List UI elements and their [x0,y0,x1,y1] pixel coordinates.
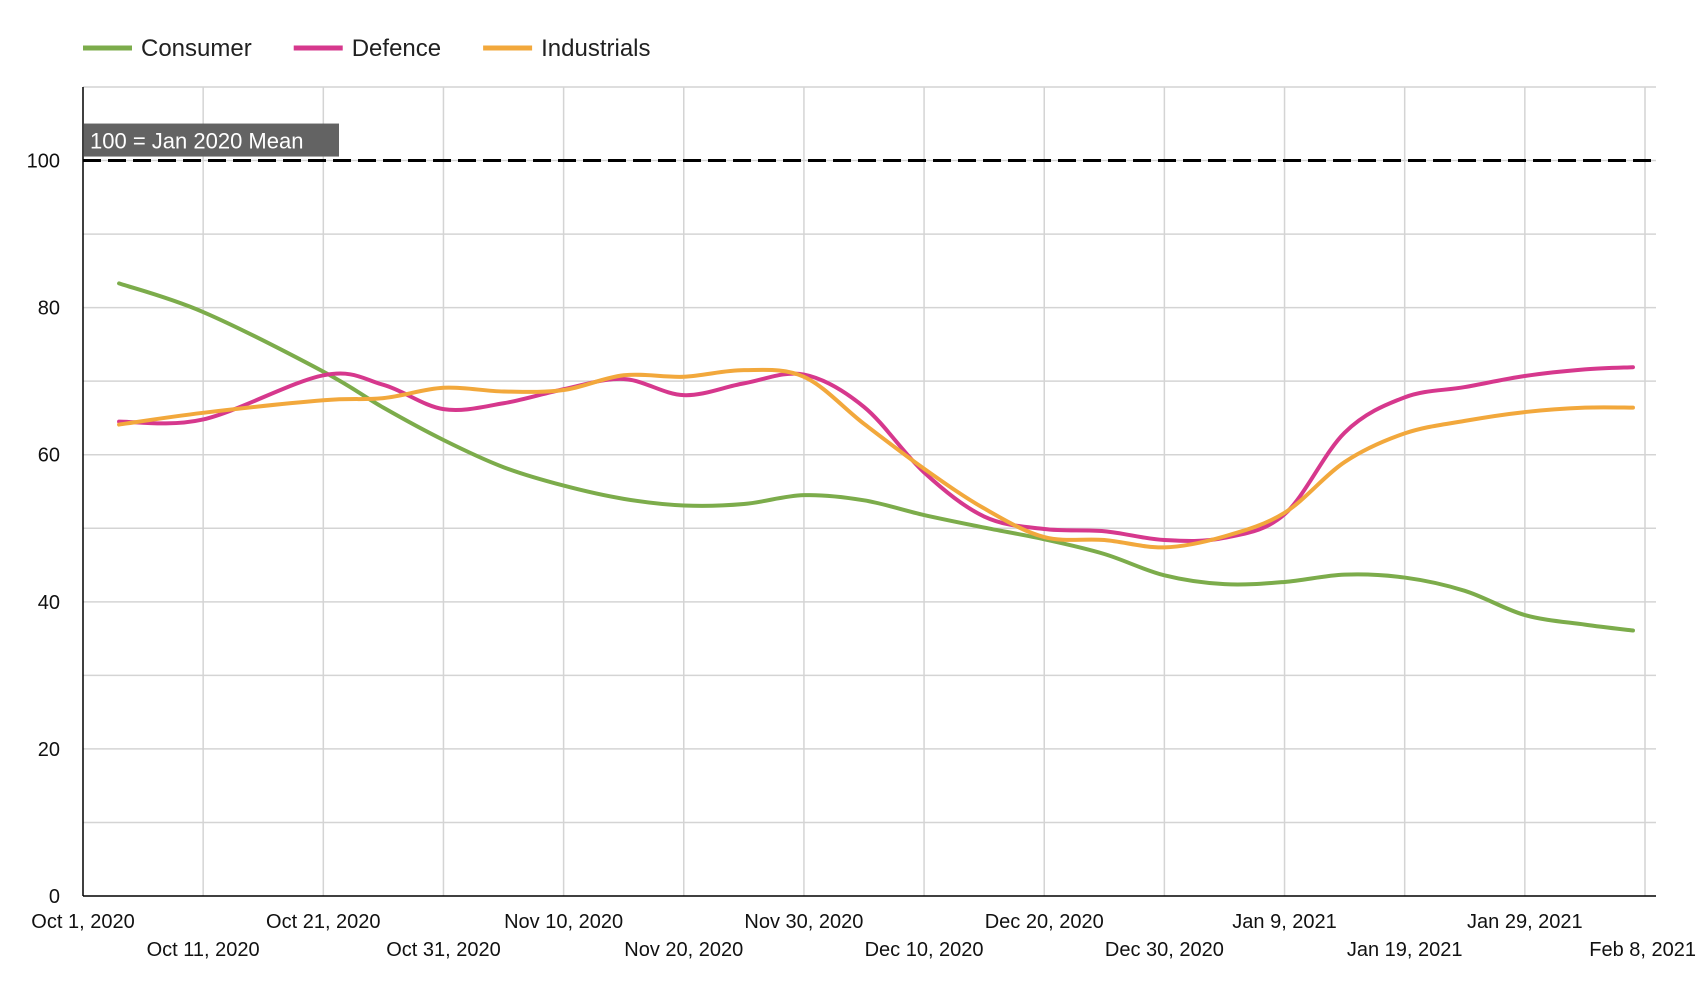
x-tick-label: Dec 20, 2020 [985,911,1104,933]
y-tick-label: 80 [38,298,60,320]
x-tick-label: Feb 8, 2021 [1589,939,1696,961]
x-tick-label: Nov 30, 2020 [744,911,863,933]
x-tick-label: Jan 19, 2021 [1347,939,1463,961]
x-tick-label: Oct 31, 2020 [386,939,501,961]
x-tick-label: Dec 10, 2020 [865,939,984,961]
x-tick-label: Oct 1, 2020 [31,911,134,933]
y-tick-label: 20 [38,739,60,761]
series-group [117,281,1635,633]
grid [83,86,1656,896]
x-tick-label: Jan 9, 2021 [1232,911,1337,933]
y-tick-label: 60 [38,445,60,467]
legend-label: Defence [352,35,441,62]
x-tick-label: Oct 21, 2020 [266,911,381,933]
legend: Consumer Defence Industrials [83,35,651,62]
x-tick-label: Nov 10, 2020 [504,911,623,933]
y-tick-label: 100 [27,151,60,173]
legend-label: Consumer [141,35,252,62]
x-tick-label: Dec 30, 2020 [1105,939,1224,961]
x-tick-label: Oct 11, 2020 [147,939,260,961]
y-tick-label: 40 [38,592,60,614]
x-tick-label: Nov 20, 2020 [624,939,743,961]
reference-label-background [84,123,339,157]
x-tick-label: Jan 29, 2021 [1467,911,1583,933]
y-tick-label: 0 [49,886,60,908]
series-line-consumer [117,281,1635,633]
reference-label: 100 = Jan 2020 Mean [90,129,303,154]
legend-item-industrials[interactable]: Industrials [483,35,651,62]
axes: 0 20 40 60 80 100 Oct 1, 2020 Oct 11, 2020 Oct 2… [27,87,1696,961]
series-line-industrials [117,367,1635,550]
reference-line-group: 100 = Jan 2020 Mean [83,123,1656,163]
legend-label: Industrials [541,35,650,62]
legend-item-consumer[interactable]: Consumer [83,35,252,62]
legend-item-defence[interactable]: Defence [293,35,441,62]
